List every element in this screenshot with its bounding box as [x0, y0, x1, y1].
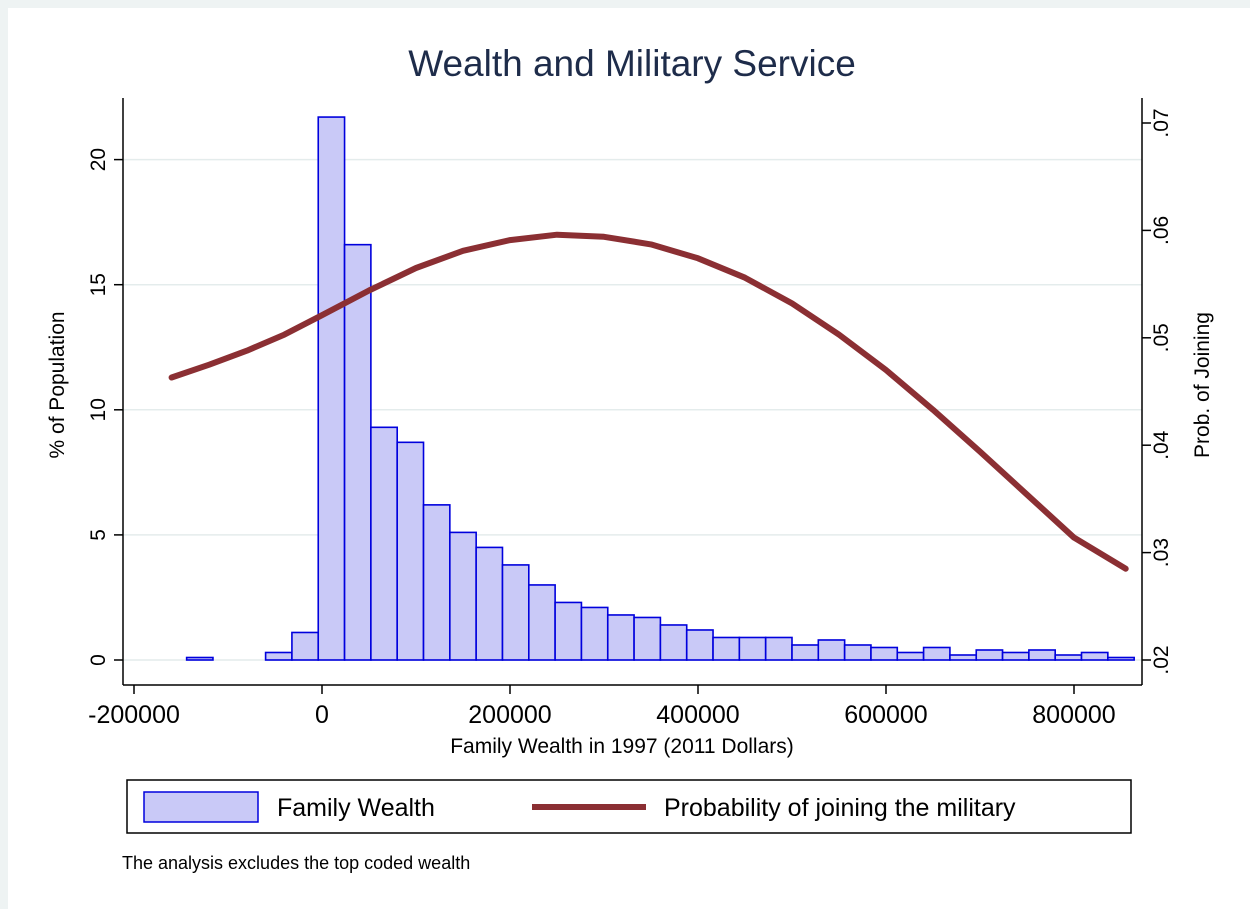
histogram-bar: [1054, 654, 1083, 661]
histogram-bar: [633, 616, 662, 661]
x-axis-label: Family Wealth in 1997 (2011 Dollars): [450, 735, 794, 758]
y-right-tick-label: .04: [1150, 430, 1173, 460]
x-tick-label: 200000: [468, 701, 551, 729]
histogram-bar: [896, 651, 925, 661]
histogram-bar: [870, 646, 899, 661]
histogram-bar: [527, 584, 556, 661]
y-left-tick-label: 20: [87, 148, 110, 171]
histogram-bar: [370, 426, 399, 661]
histogram-bar: [343, 243, 372, 661]
histogram-bar: [554, 601, 583, 661]
histogram-bar: [396, 441, 425, 661]
histogram-bar: [659, 624, 688, 661]
y-left-tick-label: 5: [87, 529, 110, 541]
y-right-tick-label: .03: [1150, 538, 1173, 567]
histogram-bar: [422, 504, 451, 661]
y-right-tick-label: .02: [1150, 645, 1173, 674]
x-tick-label: 400000: [656, 701, 739, 729]
legend-label-family-wealth: Family Wealth: [277, 794, 435, 822]
footnote: The analysis excludes the top coded weal…: [122, 853, 470, 873]
histogram-bar: [685, 629, 714, 661]
probability-line-layer: [168, 231, 1129, 572]
top-edge-band: [0, 0, 1250, 8]
legend: Family Wealth Probability of joining the…: [126, 779, 1132, 834]
y-axis-left-label: % of Population: [46, 311, 69, 458]
gridlines: [123, 158, 1142, 661]
x-tick-label: 0: [315, 701, 329, 729]
histogram-bar: [264, 651, 293, 661]
y-right-tick-label: .05: [1150, 323, 1173, 352]
histogram-bar: [738, 636, 767, 661]
histogram-bar: [475, 546, 504, 661]
histogram-bar: [449, 531, 477, 661]
y-right-tick-label: .07: [1150, 108, 1173, 137]
y-left-tick-label: 10: [87, 398, 110, 421]
left-edge-band: [0, 0, 8, 909]
legend-label-probability: Probability of joining the military: [664, 794, 1016, 822]
histogram-bar: [922, 646, 951, 661]
histogram-bar: [1028, 649, 1057, 661]
histogram-bar: [1001, 651, 1030, 661]
histogram-bar: [1080, 651, 1109, 661]
y-right-tick-label: .06: [1150, 216, 1173, 245]
histogram-bar: [580, 606, 609, 661]
histogram-bar: [764, 636, 793, 661]
legend-bar-swatch: [143, 791, 259, 823]
axes: -200000 0 200000 400000 600000 800000 0 5 10 15 20…: [87, 98, 1173, 729]
y-axis-right-label: Prob. of Joining: [1191, 312, 1214, 458]
histogram-bar: [949, 654, 978, 661]
histogram-bar: [291, 631, 320, 661]
y-left-tick-label: 0: [87, 654, 110, 666]
chart-title: Wealth and Military Service: [408, 43, 856, 84]
histogram-bar: [185, 656, 214, 661]
histogram-bar: [712, 636, 741, 661]
histogram-bar: [975, 649, 1004, 661]
probability-line: [168, 231, 1129, 572]
histogram-bar: [791, 644, 820, 661]
x-tick-label: -200000: [88, 701, 180, 729]
histogram-bar: [843, 644, 872, 661]
x-tick-label: 600000: [844, 701, 927, 729]
histogram-bar: [606, 614, 635, 661]
histogram-bar: [1107, 656, 1135, 661]
histogram-bar: [817, 639, 846, 661]
y-left-tick-label: 15: [87, 273, 110, 296]
histogram-bar: [501, 564, 530, 661]
histogram-bar: [317, 116, 346, 661]
x-tick-label: 800000: [1032, 701, 1115, 729]
histogram-bars: [185, 116, 1135, 661]
